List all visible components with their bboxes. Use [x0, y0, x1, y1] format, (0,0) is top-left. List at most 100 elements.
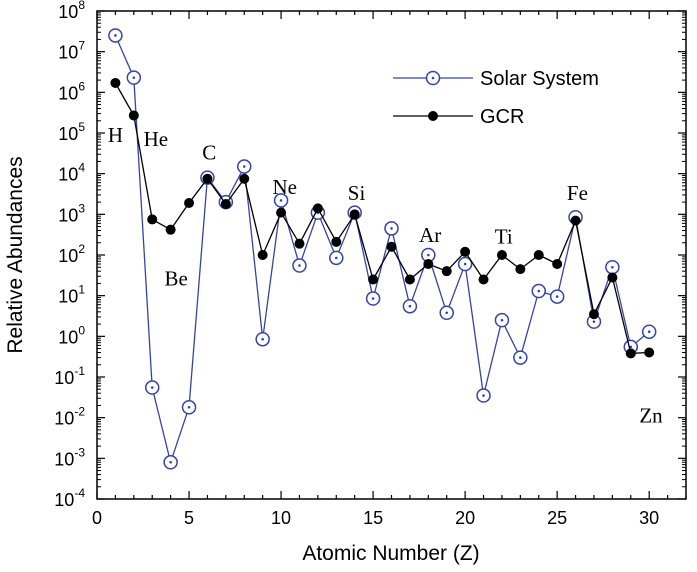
data-point [257, 250, 268, 260]
data-point [515, 264, 526, 275]
data-point-center [537, 289, 541, 293]
series-line [114, 35, 650, 463]
data-point-center [445, 311, 449, 315]
data-point-center [169, 460, 172, 464]
element-label: Ar [419, 223, 441, 247]
data-point [184, 197, 195, 208]
data-point [165, 224, 176, 235]
y-tick-label: 10-3 [54, 445, 85, 469]
data-point-center [611, 265, 614, 269]
data-point-center [500, 318, 504, 322]
element-annotations: H He C Ne Si Be Ar Ti Fe Zn [108, 123, 663, 428]
axes: 0 5 10 15 20 25 30 10-4 10-3 10-2 10-1 100 101 102 103… [54, 0, 687, 528]
data-point-center [334, 256, 338, 260]
data-point-center [592, 320, 596, 323]
data-point-center [150, 386, 154, 389]
data-point [404, 274, 415, 285]
data-point-center [482, 394, 485, 397]
data-point-center [279, 199, 283, 202]
x-tick-label: 30 [639, 508, 659, 528]
data-point [368, 274, 379, 285]
y-tick-label: 101 [58, 283, 85, 307]
legend-marker-gcr [428, 111, 438, 121]
element-label: Zn [639, 403, 663, 427]
data-point-center [427, 253, 430, 257]
data-point [441, 266, 452, 277]
data-point [570, 215, 581, 226]
series-line [114, 82, 650, 355]
element-label: C [202, 141, 216, 165]
series-solar-system [108, 28, 657, 470]
data-point [625, 348, 636, 359]
data-point [220, 198, 231, 209]
data-point [331, 236, 342, 247]
element-label: Be [164, 266, 187, 290]
data-point-center [371, 297, 375, 300]
data-point [110, 77, 121, 88]
x-tick-label: 10 [271, 508, 291, 528]
legend-label-solar: Solar System [480, 68, 599, 90]
data-point [386, 241, 397, 252]
data-point-center [647, 330, 651, 333]
y-tick-label: 104 [58, 161, 85, 185]
data-point [349, 209, 360, 220]
data-point-center [390, 227, 393, 230]
data-point [202, 173, 213, 184]
y-tick-label: 108 [58, 0, 85, 22]
data-point-center [519, 356, 522, 359]
series-layer [108, 28, 657, 470]
y-tick-label: 107 [58, 39, 85, 63]
legend: Solar System GCR [393, 68, 599, 128]
y-tick-label: 103 [58, 201, 85, 225]
data-point [128, 110, 139, 121]
data-point-center [261, 337, 264, 341]
data-point [423, 259, 434, 270]
data-point [460, 246, 471, 257]
y-tick-label: 105 [58, 120, 85, 144]
data-point [239, 173, 250, 184]
x-tick-label: 15 [363, 508, 383, 528]
data-point-center [555, 295, 559, 298]
data-point [276, 207, 287, 218]
x-axis-label: Atomic Number (Z) [302, 542, 479, 565]
y-tick-label: 10-2 [54, 405, 85, 429]
data-point-center [463, 262, 467, 266]
data-point-center [298, 264, 301, 267]
element-label: H [108, 123, 123, 147]
element-label: Ne [272, 175, 297, 199]
legend-label-gcr: GCR [480, 106, 524, 128]
element-label: Si [348, 181, 366, 205]
data-point-center [408, 304, 412, 308]
x-tick-label: 5 [184, 508, 194, 528]
data-point [478, 274, 489, 285]
y-tick-label: 10-4 [54, 486, 85, 510]
data-point [644, 347, 655, 358]
data-point [588, 309, 599, 320]
element-label: He [144, 127, 169, 151]
data-point-center [242, 165, 246, 168]
y-axis-label: Relative Abundances [4, 156, 27, 353]
data-point-center [629, 345, 633, 349]
data-point [294, 238, 305, 249]
y-tick-label: 100 [58, 323, 85, 347]
element-label: Ti [495, 225, 513, 249]
data-point [312, 203, 323, 214]
x-tick-label: 25 [547, 508, 567, 528]
data-point [607, 272, 618, 283]
y-tick-label: 106 [58, 79, 85, 103]
element-label: Fe [567, 181, 588, 205]
data-point [533, 250, 544, 260]
data-point [496, 250, 507, 260]
y-tick-label: 10-1 [54, 364, 85, 388]
series-gcr [110, 77, 655, 359]
x-tick-label: 0 [92, 508, 102, 528]
data-point [552, 259, 563, 270]
data-point [147, 214, 158, 225]
y-tick-label: 102 [58, 242, 85, 266]
data-point-center [114, 34, 117, 37]
legend-marker-solar-dot [431, 76, 435, 80]
data-point-center [187, 405, 191, 409]
data-point-center [132, 76, 136, 79]
x-tick-label: 20 [455, 508, 475, 528]
